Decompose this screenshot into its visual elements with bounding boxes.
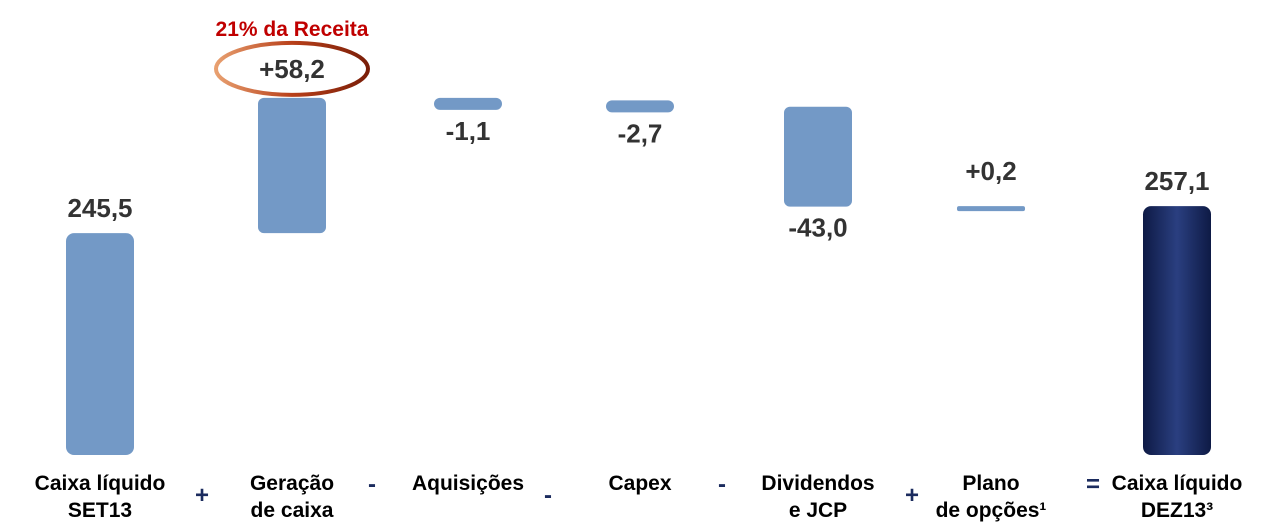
bar (258, 97, 326, 234)
bar (957, 206, 1025, 212)
x-tick-label: de caixa (251, 499, 334, 522)
x-tick-label: Capex (608, 472, 671, 495)
x-tick-label: e JCP (789, 499, 847, 522)
operator: - (718, 471, 726, 498)
operator: + (195, 482, 209, 509)
x-tick-label: DEZ13³ (1141, 499, 1213, 522)
x-tick-label: Caixa líquido (1112, 472, 1243, 495)
x-tick-label: Aquisições (412, 472, 524, 495)
value-label: -2,7 (618, 118, 663, 148)
x-tick-label: Geração (250, 472, 334, 495)
annotation: 21% da Receita (216, 18, 369, 41)
value-label: 257,1 (1144, 166, 1209, 196)
x-tick-label: Caixa líquido (35, 472, 166, 495)
value-label: +58,2 (259, 54, 325, 84)
bar (66, 233, 134, 455)
bar (434, 97, 502, 110)
value-label: -43,0 (788, 213, 847, 243)
x-tick-label: Plano (962, 472, 1019, 495)
value-label: 245,5 (67, 193, 132, 223)
x-tick-label: de opções¹ (936, 499, 1047, 522)
bar (784, 106, 852, 207)
operator: = (1086, 471, 1100, 498)
bar (1143, 206, 1211, 455)
value-label: -1,1 (446, 116, 491, 146)
operator: + (905, 482, 919, 509)
x-tick-label: Dividendos (761, 472, 874, 495)
operator: - (544, 482, 552, 509)
value-label: +0,2 (965, 156, 1016, 186)
x-tick-label: SET13 (68, 499, 132, 522)
highlight-ring (214, 40, 370, 97)
operator: - (368, 471, 376, 498)
bar (606, 100, 674, 113)
